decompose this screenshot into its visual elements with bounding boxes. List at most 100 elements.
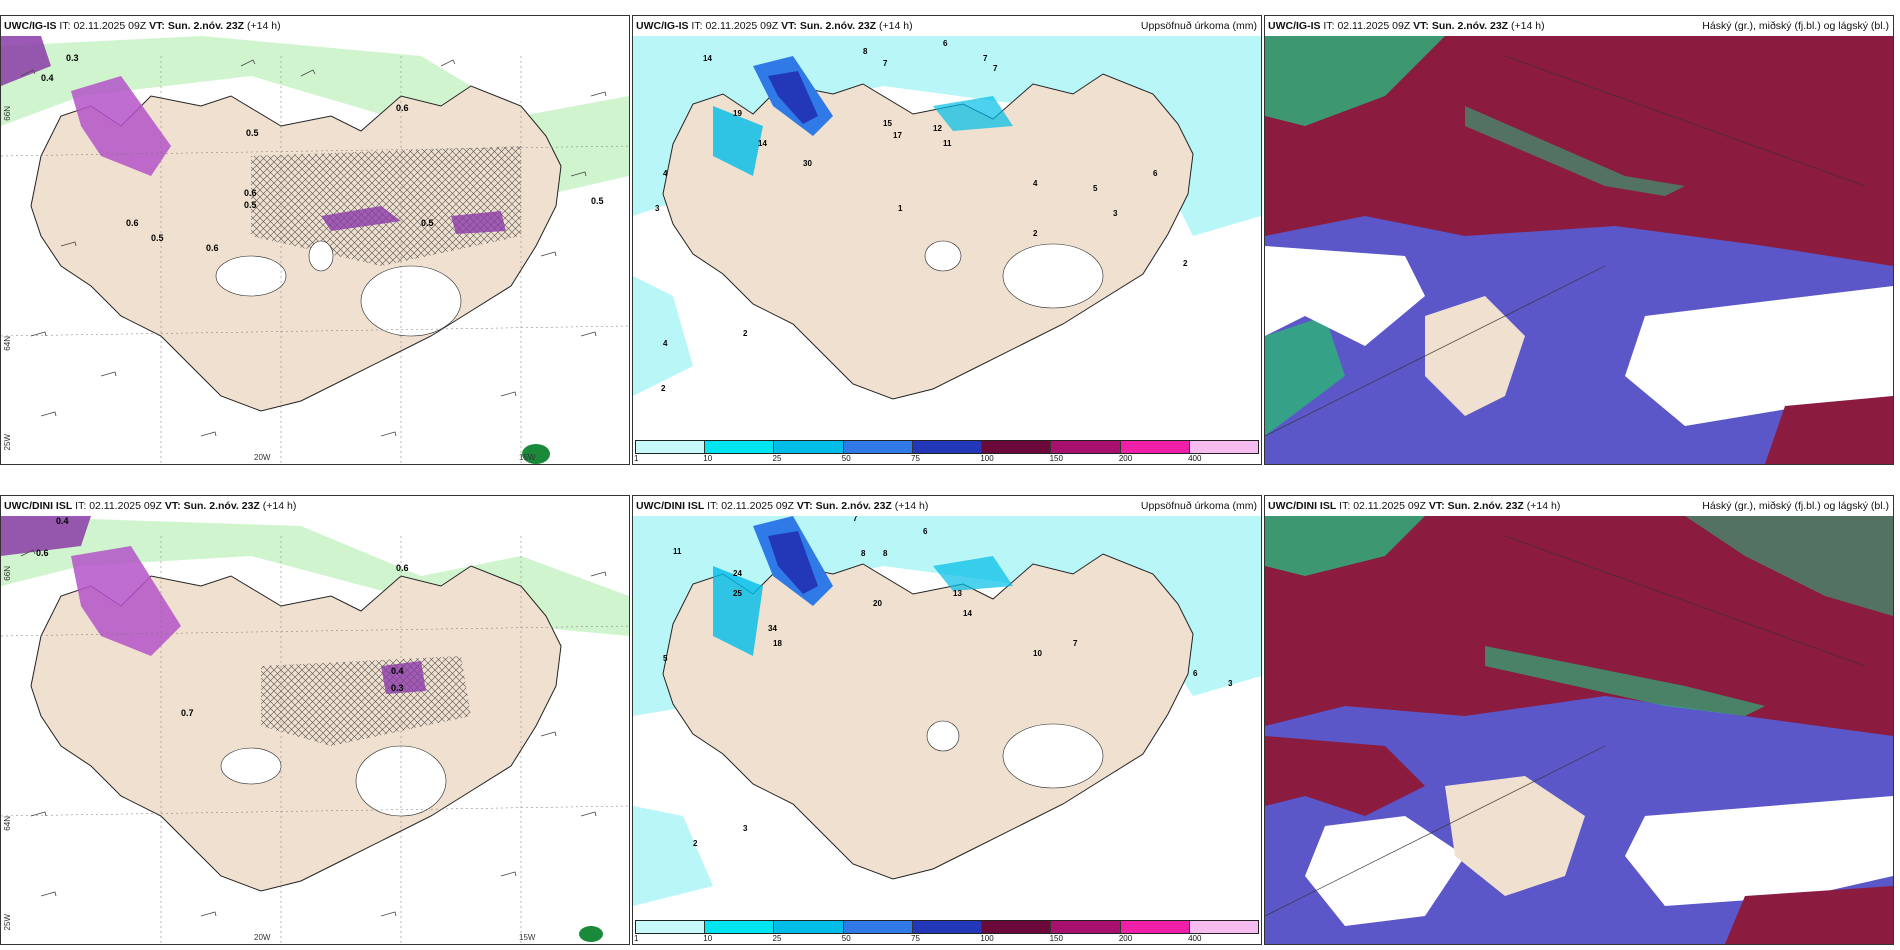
panel-header: UWC/DINI ISL IT: 02.11.2025 09Z VT: Sun.… [633,496,1261,516]
value-label: 8 [883,549,888,558]
legend-swatch [774,441,844,453]
valid-time: Sun. 2.nóv. 23Z [1447,500,1524,512]
valid-time: Sun. 2.nóv. 23Z [183,500,260,512]
value-label: 3 [1113,209,1118,218]
legend-swatch [636,921,706,933]
vt-label: VT: [164,500,181,512]
it-label: IT: [59,20,71,32]
lon-label: 25W [3,914,12,931]
value-label: 0.6 [396,563,409,573]
lon-label: 15W [519,933,536,942]
value-label: 11 [673,547,682,556]
product-title: Háský (gr.), miðský (fj.bl.) og lágský (… [1702,20,1889,32]
value-label: 8 [861,549,866,558]
product-title: Uppsöfnuð úrkoma (mm) [1140,20,1257,32]
legend-swatch [774,921,844,933]
lead-time: (+14 h) [894,500,929,512]
panel-precip-igis: UWC/IG-IS IT: 02.11.2025 09Z VT: Sun. 2.… [632,15,1262,465]
product-title: Uppsöfnuð úrkoma (mm) [1140,500,1257,512]
lon-label: 25W [3,434,12,451]
value-label: 4 [663,169,668,178]
value-label: 20 [873,599,882,608]
legend-swatch [982,441,1052,453]
init-time: 02.11.2025 09Z [89,500,162,512]
value-label: 0.3 [391,683,404,693]
init-time: 02.11.2025 09Z [1337,20,1411,32]
value-label: 10 [1033,649,1042,658]
value-label: 6 [1193,669,1198,678]
init-time: 02.11.2025 09Z [73,20,147,32]
lead-time: (+14 h) [1511,20,1545,32]
map-svg [1265,36,1893,464]
value-label: 30 [803,159,812,168]
legend-tick: 100 [980,934,994,943]
value-label: 19 [733,109,742,118]
valid-time: Sun. 2.nóv. 23Z [799,20,877,32]
legend-tick: 150 [1049,454,1063,463]
map-svg: 14 8 7 6 7 7 19 14 30 15 17 12 11 3 2 4 [633,36,1261,438]
lon-label: 20W [254,453,271,462]
lat-label: 66N [3,106,12,121]
legend-swatch [1189,921,1258,933]
value-label: 11 [943,139,952,148]
legend-swatch [636,441,706,453]
init-time: 02.11.2025 09Z [705,20,779,32]
value-label: 3 [1228,679,1233,688]
value-label: 0.7 [181,708,194,718]
legend-swatch [1051,441,1121,453]
value-label: 0.6 [396,103,409,113]
vt-label: VT: [781,20,797,32]
valid-time: Sun. 2.nóv. 23Z [1431,20,1509,32]
vt-label: VT: [796,500,813,512]
init-time: 02.11.2025 09Z [721,500,794,512]
it-label: IT: [691,20,703,32]
value-label: 7 [1073,639,1078,648]
init-time: 02.11.2025 09Z [1353,500,1426,512]
lead-time: (+14 h) [1526,500,1561,512]
legend-tick: 25 [772,934,782,943]
value-label: 34 [768,624,777,633]
value-label: 4 [663,339,668,348]
panel-header: UWC/IG-IS IT: 02.11.2025 09Z VT: Sun. 2.… [1265,16,1893,36]
model-label: UWC/DINI ISL [4,500,73,512]
legend-ticks: 1 10 25 50 75 100 150 200 400 [634,934,1259,944]
map-svg [1265,516,1893,944]
value-label: 2 [1183,259,1188,268]
map-wind: 0.4 0.6 0.6 0.7 0.3 0.4 [1,516,629,944]
product-title: Háský (gr.), miðský (fj.bl.) og lágský (… [1702,500,1889,512]
panel-clouds-igis: UWC/IG-IS IT: 02.11.2025 09Z VT: Sun. 2.… [1264,15,1894,465]
value-label: 0.6 [244,188,257,198]
legend-swatch [982,921,1052,933]
map-clouds [1265,516,1893,944]
model-label: UWC/DINI ISL [1268,500,1337,512]
value-label: 2 [693,839,698,848]
value-label: 0.5 [151,233,164,243]
value-label: 0.6 [36,548,49,558]
value-label: 6 [923,527,928,536]
panel-precip-dini: UWC/DINI ISL IT: 02.11.2025 09Z VT: Sun.… [632,495,1262,945]
precip-legend: 1 10 25 50 75 100 150 200 400 [633,918,1261,944]
panel-header: UWC/IG-IS IT: 02.11.2025 09Z VT: Sun. 2.… [633,16,1261,36]
lead-time: (+14 h) [262,500,297,512]
panel-header: UWC/IG-IS IT: 02.11.2025 09Z VT: Sun. 2.… [1,16,629,36]
map-wind: 0.3 0.4 0.6 0.5 0.6 0.5 0.6 0.5 0.6 0.5 … [1,36,629,464]
value-label: 0.5 [244,200,257,210]
legend-swatch [1051,921,1121,933]
value-label: 4 [1033,179,1038,188]
value-label: 24 [733,569,742,578]
legend-tick: 10 [703,934,713,943]
value-label: 7 [853,516,858,523]
lat-label: 64N [3,336,12,351]
it-label: IT: [1339,500,1351,512]
legend-tick: 25 [772,454,782,463]
panel-wind-dini: UWC/DINI ISL IT: 02.11.2025 09Z VT: Sun.… [0,495,630,945]
value-label: 1 [898,204,903,213]
it-label: IT: [75,500,87,512]
model-label: UWC/IG-IS [4,20,57,32]
panel-clouds-dini: UWC/DINI ISL IT: 02.11.2025 09Z VT: Sun.… [1264,495,1894,945]
value-label: 7 [983,54,988,63]
legend-tick: 200 [1118,934,1133,943]
map-svg: 11 7 6 8 8 24 25 13 20 14 18 34 6 7 10 3 [633,516,1261,918]
value-label: 0.4 [391,666,404,676]
legend-tick: 50 [841,934,851,943]
